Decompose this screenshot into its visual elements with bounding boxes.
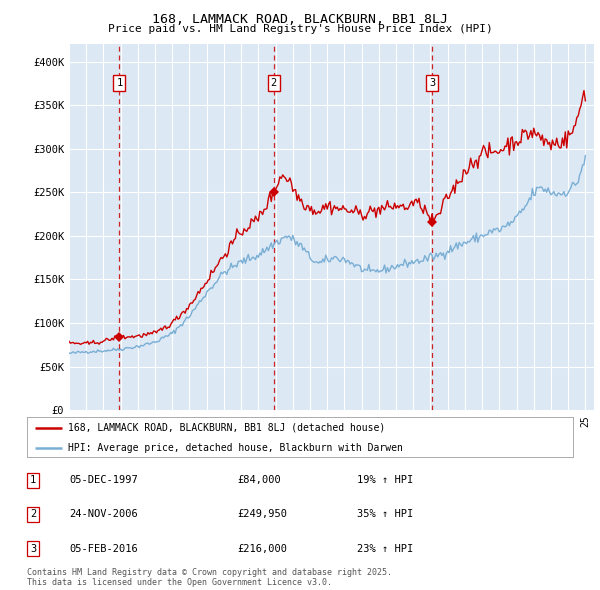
Text: 168, LAMMACK ROAD, BLACKBURN, BB1 8LJ (detached house): 168, LAMMACK ROAD, BLACKBURN, BB1 8LJ (d… [68,423,385,433]
Text: 2: 2 [271,78,277,88]
Text: £84,000: £84,000 [237,476,281,485]
Text: 3: 3 [429,78,435,88]
Text: £216,000: £216,000 [237,544,287,553]
Text: 3: 3 [30,544,36,553]
Text: 24-NOV-2006: 24-NOV-2006 [69,510,138,519]
Text: This data is licensed under the Open Government Licence v3.0.: This data is licensed under the Open Gov… [27,578,332,587]
Text: 05-FEB-2016: 05-FEB-2016 [69,544,138,553]
Text: 19% ↑ HPI: 19% ↑ HPI [357,476,413,485]
Text: HPI: Average price, detached house, Blackburn with Darwen: HPI: Average price, detached house, Blac… [68,444,403,454]
Text: 05-DEC-1997: 05-DEC-1997 [69,476,138,485]
Text: 23% ↑ HPI: 23% ↑ HPI [357,544,413,553]
Text: 168, LAMMACK ROAD, BLACKBURN, BB1 8LJ: 168, LAMMACK ROAD, BLACKBURN, BB1 8LJ [152,13,448,26]
Text: 2: 2 [30,510,36,519]
Text: Contains HM Land Registry data © Crown copyright and database right 2025.: Contains HM Land Registry data © Crown c… [27,568,392,577]
Text: £249,950: £249,950 [237,510,287,519]
Text: 35% ↑ HPI: 35% ↑ HPI [357,510,413,519]
Text: 1: 1 [30,476,36,485]
Text: Price paid vs. HM Land Registry's House Price Index (HPI): Price paid vs. HM Land Registry's House … [107,25,493,34]
Text: 1: 1 [116,78,122,88]
